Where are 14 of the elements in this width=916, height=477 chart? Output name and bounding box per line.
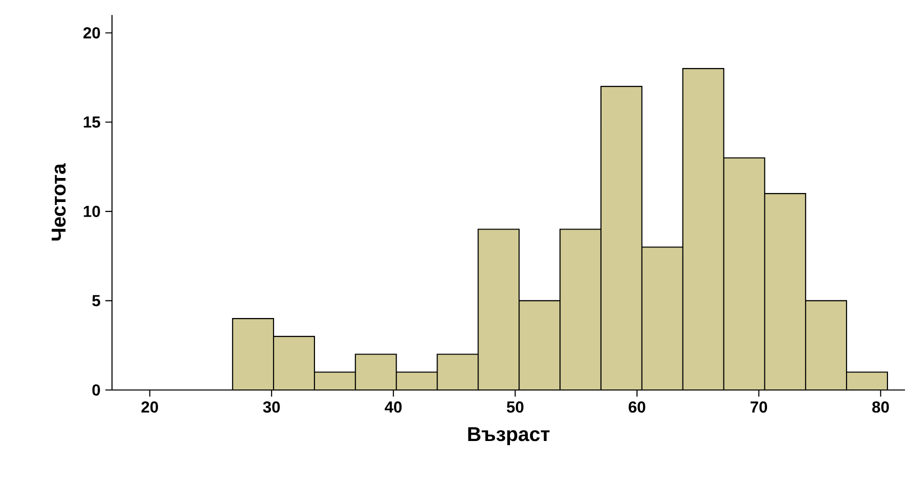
x-tick-label: 20 xyxy=(141,401,158,413)
y-tick-label: 10 xyxy=(84,206,100,218)
x-tick-label: 70 xyxy=(750,401,768,413)
y-tick-label: 15 xyxy=(84,116,100,128)
x-tick-label: 30 xyxy=(263,401,280,413)
x-tick-label: 60 xyxy=(628,401,646,413)
x-tick-label: 40 xyxy=(384,401,402,413)
y-tick-label: 5 xyxy=(92,295,100,306)
y-axis-title: Честота xyxy=(52,163,66,241)
y-tick-label: 0 xyxy=(92,384,100,396)
x-tick-label: 80 xyxy=(872,401,889,413)
x-tick-label: 50 xyxy=(506,401,524,413)
x-axis-title: Възраст xyxy=(468,427,550,446)
y-tick-label: 20 xyxy=(83,27,100,39)
